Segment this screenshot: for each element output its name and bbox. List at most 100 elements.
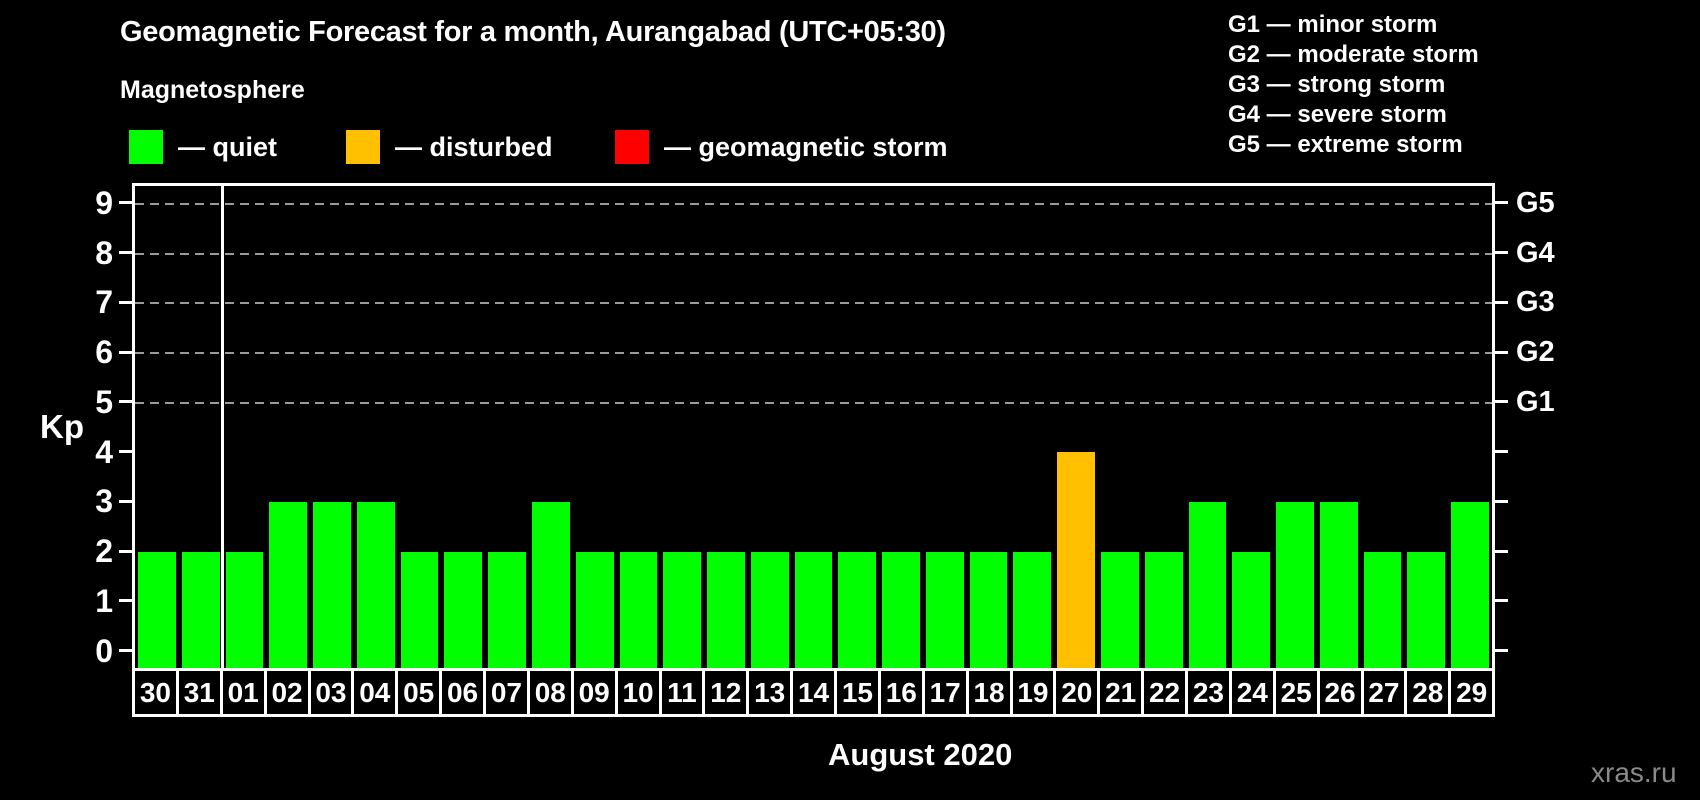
bar-day-18 — [969, 551, 1008, 668]
bar-day-08 — [531, 501, 570, 668]
right-axis-label-g5: G5 — [1516, 186, 1555, 219]
day-label-19: 19 — [1013, 671, 1057, 714]
bar-day-22 — [1144, 551, 1183, 668]
day-label-16: 16 — [881, 671, 925, 714]
watermark: xras.ru — [1591, 757, 1677, 788]
y-tick-label-9: 9 — [95, 184, 113, 221]
right-axis-tick-5 — [1495, 400, 1508, 404]
y-tick-label-0: 0 — [95, 632, 113, 669]
bar-day-01 — [225, 551, 264, 668]
plot-area — [132, 183, 1495, 668]
day-label-04: 04 — [354, 671, 399, 714]
bar-day-13 — [750, 551, 789, 668]
chart-subtitle: Magnetosphere — [120, 76, 305, 104]
bar-day-11 — [663, 551, 702, 668]
y-axis-tick-5 — [119, 400, 132, 404]
y-axis-tick-9 — [119, 201, 132, 205]
right-axis-tick-1 — [1495, 599, 1508, 603]
bar-day-30 — [138, 551, 176, 668]
disturbed-color-swatch — [346, 130, 380, 164]
y-tick-label-3: 3 — [95, 483, 113, 520]
right-axis-label-g1: G1 — [1516, 385, 1555, 418]
day-label-05: 05 — [398, 671, 443, 714]
day-label-30: 30 — [135, 671, 179, 714]
y-axis-tick-1 — [119, 599, 132, 603]
day-label-08: 08 — [530, 671, 574, 714]
day-label-12: 12 — [705, 671, 750, 714]
y-tick-label-5: 5 — [95, 383, 113, 420]
legend-item-disturbed: — disturbed — [346, 126, 553, 168]
day-label-03: 03 — [311, 671, 355, 714]
storm-scale-g3: G3 — strong storm — [1228, 71, 1446, 98]
bar-day-06 — [444, 551, 483, 668]
day-label-17: 17 — [925, 671, 969, 714]
right-axis-label-g4: G4 — [1516, 236, 1555, 269]
bar-day-03 — [313, 501, 351, 668]
day-label-07: 07 — [486, 671, 530, 714]
gridline-kp9 — [135, 202, 1492, 205]
right-axis-label-g3: G3 — [1516, 286, 1555, 319]
day-label-14: 14 — [793, 671, 837, 714]
day-label-21: 21 — [1100, 671, 1145, 714]
day-label-22: 22 — [1144, 671, 1188, 714]
bar-day-26 — [1319, 501, 1358, 668]
storm-scale-legend: G1 — minor storm G2 — moderate storm G3 … — [1228, 10, 1479, 160]
day-label-01: 01 — [223, 671, 267, 714]
day-label-24: 24 — [1232, 671, 1276, 714]
bar-day-09 — [575, 551, 614, 668]
y-axis-tick-0 — [119, 649, 132, 653]
storm-scale-g4: G4 — severe storm — [1228, 101, 1447, 128]
legend-item-quiet: — quiet — [129, 126, 277, 168]
quiet-color-swatch — [129, 130, 163, 164]
bar-day-15 — [838, 551, 877, 668]
month-separator-line — [221, 186, 225, 668]
day-label-06: 06 — [442, 671, 486, 714]
right-axis-tick-3 — [1495, 499, 1508, 503]
bar-day-12 — [707, 551, 745, 668]
bar-day-20 — [1057, 452, 1096, 668]
day-label-27: 27 — [1364, 671, 1408, 714]
day-label-25: 25 — [1276, 671, 1320, 714]
legend-label-disturbed: — disturbed — [395, 131, 553, 162]
storm-scale-g5: G5 — extreme storm — [1228, 131, 1463, 158]
y-axis-tick-3 — [119, 499, 132, 503]
bar-day-05 — [400, 551, 439, 668]
right-axis-tick-0 — [1495, 649, 1508, 653]
day-label-09: 09 — [574, 671, 618, 714]
day-label-13: 13 — [749, 671, 794, 714]
gridline-kp8 — [135, 252, 1492, 255]
gridline-kp7 — [135, 302, 1492, 305]
bar-day-02 — [269, 501, 308, 668]
day-label-28: 28 — [1407, 671, 1452, 714]
right-axis-tick-2 — [1495, 549, 1508, 553]
bar-day-31 — [181, 551, 220, 668]
bar-day-04 — [356, 501, 395, 668]
x-axis-day-labels: 30 31 01 02 03 04 05 06 07 08 09 10 11 12 13 14 15 16 17 18… — [132, 668, 1495, 717]
y-tick-label-2: 2 — [95, 533, 113, 570]
bar-day-19 — [1013, 551, 1052, 668]
storm-scale-g2: G2 — moderate storm — [1228, 41, 1479, 68]
day-label-26: 26 — [1320, 671, 1364, 714]
y-tick-label-8: 8 — [95, 234, 113, 271]
day-label-11: 11 — [662, 671, 706, 714]
legend-label-storm: — geomagnetic storm — [664, 131, 948, 162]
y-tick-label-1: 1 — [95, 582, 113, 619]
y-axis-tick-4 — [119, 450, 132, 454]
bar-day-25 — [1276, 501, 1314, 668]
legend-item-storm: — geomagnetic storm — [615, 126, 948, 168]
chart-title: Geomagnetic Forecast for a month, Aurang… — [120, 16, 946, 48]
right-axis-tick-6 — [1495, 350, 1508, 354]
y-axis-tick-6 — [119, 350, 132, 354]
storm-scale-g1: G1 — minor storm — [1228, 11, 1438, 38]
bar-day-23 — [1188, 501, 1227, 668]
day-label-15: 15 — [837, 671, 881, 714]
day-label-18: 18 — [969, 671, 1013, 714]
bar-day-16 — [882, 551, 920, 668]
y-tick-label-6: 6 — [95, 334, 113, 371]
bar-day-27 — [1363, 551, 1402, 668]
bar-day-28 — [1407, 551, 1446, 668]
y-tick-label-7: 7 — [95, 284, 113, 321]
bar-day-24 — [1232, 551, 1271, 668]
right-axis-label-g2: G2 — [1516, 336, 1555, 369]
